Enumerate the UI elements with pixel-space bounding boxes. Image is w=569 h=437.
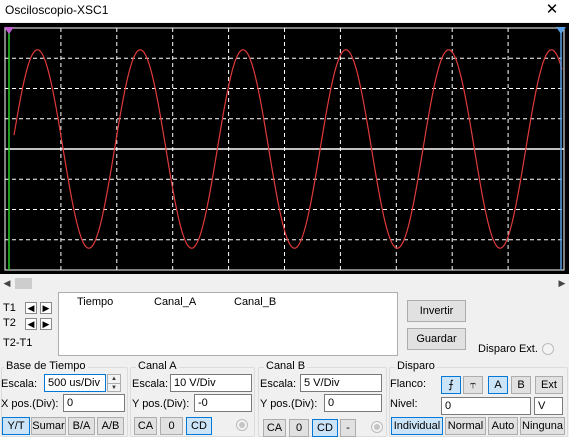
cursor-t1-marker-icon[interactable] <box>4 27 14 34</box>
title-bar: Osciloscopio-XSC1 ✕ <box>0 0 569 22</box>
channel-a-ypos-label: Y pos.(Div): <box>132 398 190 410</box>
edge-rising-icon[interactable]: ⨍ <box>441 376 461 394</box>
channel-b-scale-label: Escala: <box>260 378 297 390</box>
channel-b-zero-button[interactable]: 0 <box>289 419 309 437</box>
readout-col-time: Tiempo <box>77 296 114 308</box>
trigger-mode-single-button[interactable]: Individual <box>391 417 443 435</box>
channel-a-scale-label: Escala: <box>132 378 169 390</box>
timebase-scale-label: Escala: <box>1 378 38 390</box>
t2-left-arrow-icon[interactable]: ◀ <box>25 318 37 330</box>
timebase-title: Base de Tiempo <box>4 360 88 372</box>
t2-label: T2 <box>3 317 16 329</box>
edge-falling-icon[interactable]: ⥾ <box>463 376 483 394</box>
trigger-mode-none-button[interactable]: Ninguna <box>520 417 565 435</box>
channel-a-cd-button[interactable]: CD <box>186 417 212 435</box>
trigger-mode-auto-button[interactable]: Auto <box>488 417 518 435</box>
cursor-t2-marker-icon[interactable] <box>556 27 566 34</box>
t1-label: T1 <box>3 302 16 314</box>
trigger-source-b-button[interactable]: B <box>511 376 531 394</box>
trigger-title: Disparo <box>395 360 437 372</box>
channel-b-radio[interactable] <box>371 421 383 433</box>
ext-trigger-label: Disparo Ext. <box>478 343 538 355</box>
scope-grid <box>4 27 565 271</box>
mode-ab-button[interactable]: A/B <box>97 417 124 435</box>
invert-button[interactable]: Invertir <box>407 300 466 322</box>
mode-ba-button[interactable]: B/A <box>68 417 95 435</box>
t1-left-arrow-icon[interactable]: ◀ <box>25 302 37 314</box>
channel-a-scale-field[interactable]: 10 V/Div <box>170 374 252 392</box>
timebase-xpos-field[interactable]: 0 <box>63 394 125 412</box>
scroll-right-icon[interactable]: ▶ <box>558 278 566 288</box>
trigger-level-label: Nivel: <box>390 398 418 410</box>
channel-a-ca-button[interactable]: CA <box>134 417 157 435</box>
trigger-level-unit-field[interactable]: V <box>534 397 563 415</box>
channel-b-scale-field[interactable]: 5 V/Div <box>300 374 382 392</box>
channel-b-ypos-label: Y pos.(Div): <box>260 398 318 410</box>
timebase-xpos-label: X pos.(Div): <box>1 398 59 410</box>
t2-t1-label: T2-T1 <box>3 337 33 349</box>
channel-b-cd-button[interactable]: CD <box>312 419 338 437</box>
readout-col-channel-b: Canal_B <box>234 296 277 308</box>
ext-trigger-radio[interactable] <box>542 343 554 355</box>
channel-a-zero-button[interactable]: 0 <box>160 417 183 435</box>
horizontal-scrollbar[interactable]: ◀ ▶ <box>0 277 569 290</box>
t1-right-arrow-icon[interactable]: ▶ <box>40 302 52 314</box>
trigger-edge-label: Flanco: <box>390 378 427 390</box>
oscilloscope-screen <box>0 23 569 274</box>
channel-a-ypos-field[interactable]: -0 <box>194 394 252 412</box>
channel-b-minus-button[interactable]: - <box>340 419 356 437</box>
channel-b-ypos-field[interactable]: 0 <box>324 394 382 412</box>
channel-b-title: Canal B <box>264 360 308 372</box>
window-title: Osciloscopio-XSC1 <box>5 3 109 17</box>
timebase-scale-field[interactable]: 500 us/Div <box>44 374 106 392</box>
readout-col-channel-a: Canal_A <box>154 296 197 308</box>
mode-yt-button[interactable]: Y/T <box>2 417 30 435</box>
t2-right-arrow-icon[interactable]: ▶ <box>40 318 52 330</box>
trigger-source-ext-button[interactable]: Ext <box>535 376 563 394</box>
trigger-source-a-button[interactable]: A <box>488 376 508 394</box>
channel-a-radio[interactable] <box>236 419 248 431</box>
trigger-mode-normal-button[interactable]: Normal <box>445 417 486 435</box>
timebase-scale-stepper[interactable]: ▲ ▼ <box>107 374 121 392</box>
channel-a-title: Canal A <box>136 360 179 372</box>
channel-b-ca-button[interactable]: CA <box>263 419 286 437</box>
trigger-level-field[interactable]: 0 <box>441 397 531 415</box>
close-icon[interactable]: ✕ <box>545 1 559 18</box>
scroll-left-icon[interactable]: ◀ <box>3 278 11 288</box>
save-button[interactable]: Guardar <box>407 328 466 350</box>
mode-sum-button[interactable]: Sumar <box>31 417 66 435</box>
measurement-readout: Tiempo Canal_A Canal_B <box>58 292 398 356</box>
scope-display <box>4 27 566 271</box>
scroll-thumb[interactable] <box>15 278 32 289</box>
channel-a-trace <box>13 49 563 249</box>
